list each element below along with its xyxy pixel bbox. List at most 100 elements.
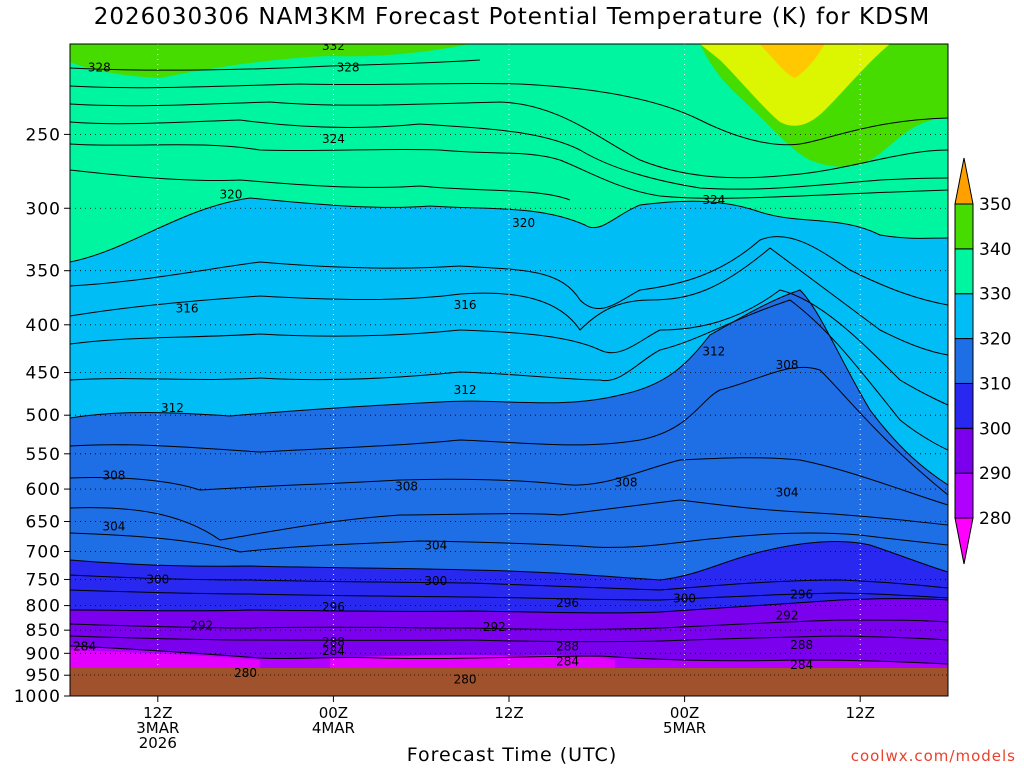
x-tick-label: 12Z (143, 704, 172, 722)
y-tick-label: 950 (26, 666, 61, 686)
contour-label: 288 (790, 638, 813, 652)
contour-line (70, 82, 948, 146)
contour-line (70, 598, 948, 614)
contour-line (70, 59, 481, 71)
contour-label: 280 (234, 666, 257, 680)
y-tick-label: 250 (26, 125, 61, 145)
contour-label: 320 (512, 216, 535, 230)
colorbar-segment (954, 338, 974, 384)
contour-label: 288 (556, 640, 579, 654)
contour-line (70, 366, 948, 496)
contour-label: 284 (556, 654, 579, 668)
y-axis: 250 300 350 400 450 500 550 600 650 700 750 800 850 9… (14, 125, 70, 707)
contour-label: 296 (790, 587, 813, 601)
colorbar-label: 300 (979, 419, 1011, 439)
contour-line (70, 540, 948, 581)
x-tick-label: 12Z (494, 704, 523, 722)
colorbar-min-arrow (954, 517, 974, 565)
y-tick-label: 500 (26, 406, 61, 426)
contour-label: 292 (190, 618, 213, 632)
contour-label: 304 (424, 539, 447, 553)
contour-line (70, 299, 948, 451)
credit-text: coolwx.com/models (850, 747, 1016, 765)
chart-title: 2026030306 NAM3KM Forecast Potential Tem… (93, 4, 931, 30)
contour-line (70, 289, 948, 486)
contour-label: 324 (702, 193, 725, 207)
contour-label: 328 (88, 61, 111, 75)
colorbar-label: 350 (979, 195, 1011, 215)
contour-label: 296 (556, 596, 579, 610)
contour-line (70, 101, 948, 179)
plot-area: 328 332 328 324 320 320 324 316 316 312 308 312 312 3… (70, 39, 948, 696)
contour-line (70, 499, 948, 541)
contour-label: 332 (322, 39, 345, 53)
contour-label: 324 (322, 132, 345, 146)
y-tick-label: 350 (26, 262, 61, 282)
y-tick-label: 450 (26, 364, 61, 384)
contour-label: 328 (337, 61, 360, 75)
contour-label: 308 (102, 468, 125, 482)
contour-label: 312 (161, 401, 184, 415)
contour-label: 300 (673, 591, 696, 605)
contour-labels: 328 332 328 324 320 320 324 316 316 312 308 312 312 3… (73, 39, 813, 686)
x-tick-label: 00Z (319, 704, 348, 722)
y-tick-label: 550 (26, 445, 61, 465)
colorbar-max-arrow (954, 157, 974, 205)
colorbar-segment (954, 472, 974, 519)
contour-label: 308 (615, 475, 638, 489)
terrain-surface (70, 668, 948, 696)
contour-line (70, 119, 948, 190)
contour-label: 308 (776, 358, 799, 372)
contour-line (70, 635, 948, 643)
y-tick-label: 600 (26, 480, 61, 500)
contour-line (70, 532, 948, 553)
y-tick-label: 750 (26, 570, 61, 590)
contour-label: 280 (454, 672, 477, 686)
band-below-280-surface (70, 650, 615, 670)
colorbar: 280 290 300 310 320 330 340 350 (954, 157, 1011, 565)
contour-line (70, 589, 948, 601)
contour-line (70, 197, 948, 263)
contour-line (70, 247, 948, 356)
colorbar-label: 340 (979, 240, 1011, 260)
colorbar-segment (954, 382, 974, 429)
contour-label: 288 (322, 635, 345, 649)
contour-label: 296 (322, 600, 345, 614)
colorbar-label: 320 (979, 330, 1011, 350)
colorbar-label: 290 (979, 464, 1011, 484)
contour-line (70, 289, 948, 406)
contour-label: 312 (702, 344, 725, 358)
colorbar-label: 280 (979, 509, 1011, 529)
contour-label: 304 (776, 485, 799, 499)
contour-line (70, 645, 948, 665)
contour-label: 300 (424, 574, 447, 588)
y-tick-label: 650 (26, 512, 61, 532)
y-tick-label: 1000 (14, 687, 61, 707)
x-tick-label: 00Z (670, 704, 699, 722)
y-tick-label: 300 (26, 199, 61, 219)
contour-label: 304 (102, 519, 125, 533)
y-tick-label: 800 (26, 597, 61, 617)
x-tick-label: 5MAR (663, 719, 706, 737)
y-tick-label: 850 (26, 621, 61, 641)
contour-label: 300 (146, 572, 169, 586)
contour-label: 284 (322, 644, 345, 658)
colorbar-segment (954, 427, 974, 474)
colorbar-label: 310 (979, 374, 1011, 394)
contour-line (70, 169, 571, 201)
colorbar-segment (954, 293, 974, 340)
contour-label: 284 (790, 658, 813, 672)
x-tick-label: 3MAR (136, 719, 179, 737)
contour-label: 312 (454, 383, 477, 397)
y-tick-label: 400 (26, 316, 61, 336)
contour-label: 316 (176, 301, 199, 315)
x-axis-label: Forecast Time (UTC) (406, 744, 618, 766)
contour-label: 292 (483, 620, 506, 634)
contour-label: 320 (220, 188, 243, 202)
x-tick-label: 12Z (846, 704, 875, 722)
contour-line (70, 236, 948, 310)
colorbar-segment (954, 248, 974, 295)
contour-line (70, 143, 948, 199)
